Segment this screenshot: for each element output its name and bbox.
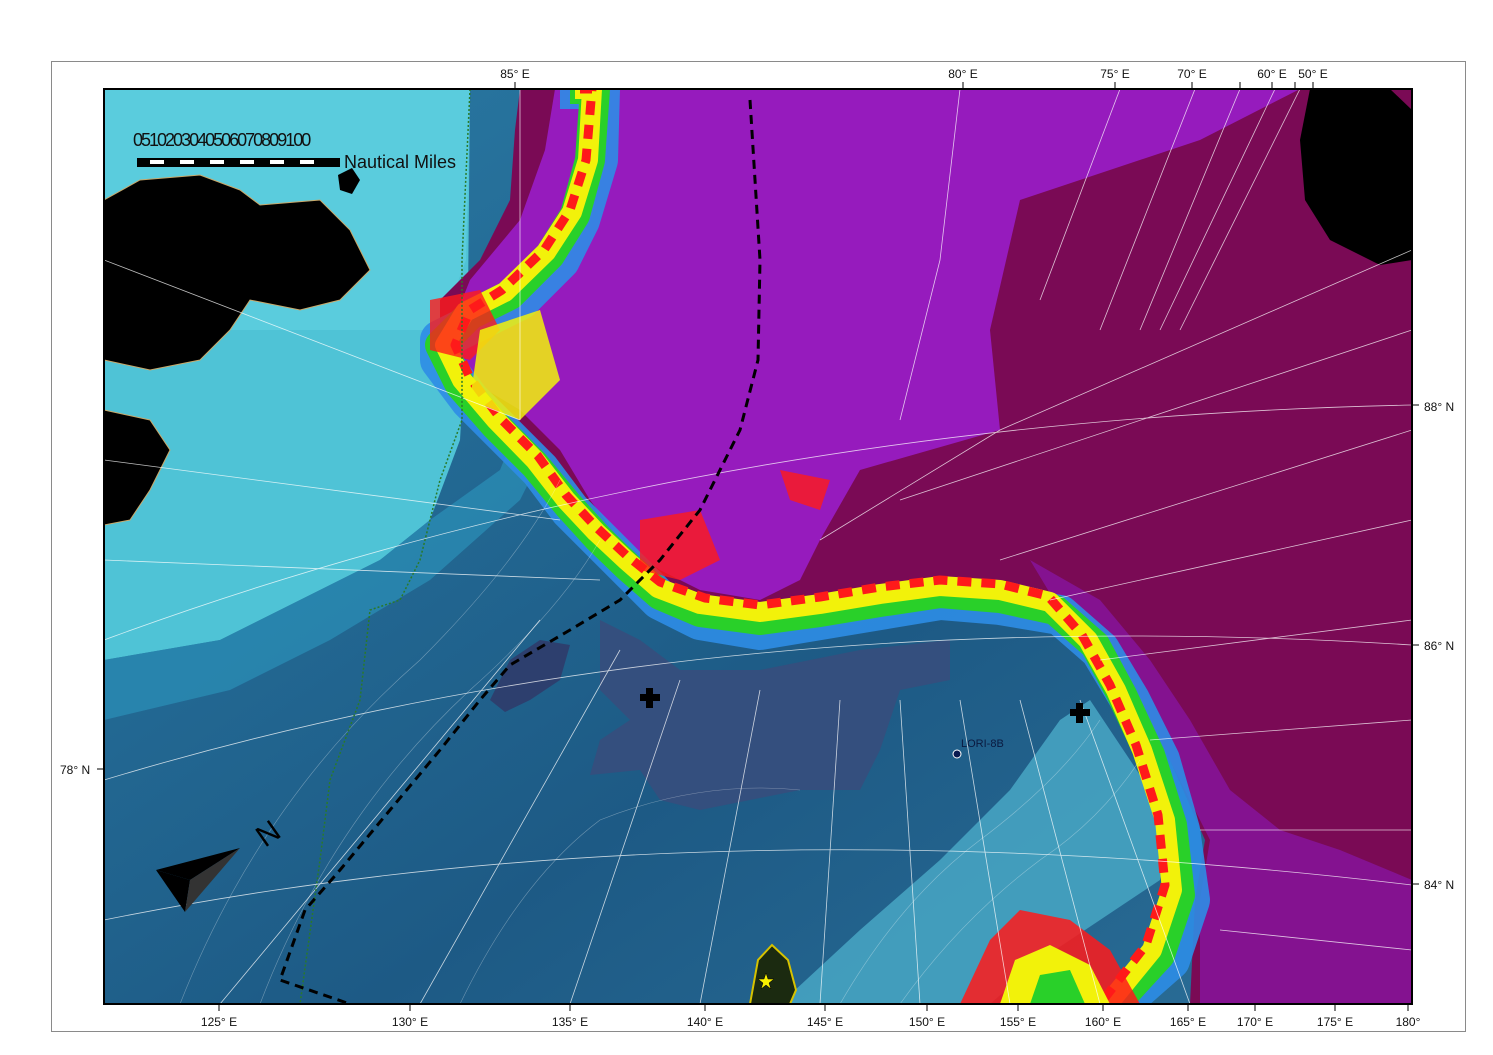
- lon-label-bottom-2: 130° E: [391, 1015, 429, 1029]
- lon-label-top-4: 70° E: [1177, 67, 1207, 81]
- lat-label-right-1: 88° N: [1424, 400, 1455, 414]
- lon-label-top-3: 75° E: [1100, 67, 1130, 81]
- station-label: LORI-8B: [961, 738, 1004, 750]
- lon-label-top-1: 85° E: [500, 67, 530, 81]
- lat-label-right-3: 84° N: [1424, 878, 1455, 892]
- land-new-siberian-island: [748, 943, 798, 1004]
- lon-label-bottom-8: 160° E: [1084, 1015, 1122, 1029]
- lon-label-bottom-4: 140° E: [686, 1015, 724, 1029]
- graticule: [104, 89, 1412, 1004]
- map-frame: [51, 61, 1466, 1032]
- lon-label-bottom-12: 180°: [1395, 1015, 1421, 1029]
- eez-boundary: [299, 89, 471, 1004]
- lon-label-top-5: 60° E: [1257, 67, 1287, 81]
- lon-label-top-2: 80° E: [948, 67, 978, 81]
- lon-label-bottom-1: 125° E: [200, 1015, 238, 1029]
- top-ticks: [514, 82, 1314, 89]
- scale-bar-numbers: 0510203040506070809100: [133, 130, 311, 150]
- land-pole-hole: [1300, 89, 1412, 265]
- scale-bar: [137, 158, 340, 167]
- ice-edge-red: [450, 89, 1170, 1004]
- land-islet: [338, 168, 360, 194]
- ice-concentration-purple: [450, 89, 1300, 600]
- ice-patch-yellow-1: [470, 310, 560, 420]
- ice-patch-red-2: [640, 510, 720, 580]
- cruise-track[interactable]: [278, 99, 762, 1004]
- continental-slope: [104, 89, 560, 720]
- land-severnaya-zemlya: [104, 174, 371, 371]
- lon-label-bottom-11: 175° E: [1316, 1015, 1354, 1029]
- bathymetry-contours: [179, 479, 1141, 1004]
- lon-label-top-6: 50° E: [1298, 67, 1328, 81]
- lon-label-bottom-5: 145° E: [806, 1015, 844, 1029]
- sample-cross-west[interactable]: [640, 688, 660, 708]
- abyssal-plain: [590, 620, 950, 810]
- lon-label-bottom-3: 135° E: [551, 1015, 589, 1029]
- bottom-ticks: [218, 1004, 1409, 1011]
- star-marker[interactable]: [757, 972, 775, 990]
- lat-label-right-2: 86° N: [1424, 639, 1455, 653]
- lon-label-bottom-9: 165° E: [1169, 1015, 1207, 1029]
- land-taymyr: [104, 409, 171, 526]
- ice-tongue-green: [1030, 970, 1085, 1004]
- station-marker[interactable]: [952, 749, 962, 759]
- seamount-ridge: [490, 640, 570, 712]
- lon-label-bottom-10: 170° E: [1236, 1015, 1274, 1029]
- lat-label-left-1: 78° N: [60, 763, 91, 777]
- scale-bar-unit: Nautical Miles: [344, 152, 457, 172]
- lon-label-bottom-7: 155° E: [999, 1015, 1037, 1029]
- side-ticks: [97, 404, 1419, 885]
- map-border: [103, 88, 1413, 1005]
- lon-label-bottom-6: 150° E: [908, 1015, 946, 1029]
- ice-patch-red-3: [780, 470, 830, 510]
- sample-cross-east[interactable]: [1070, 703, 1090, 723]
